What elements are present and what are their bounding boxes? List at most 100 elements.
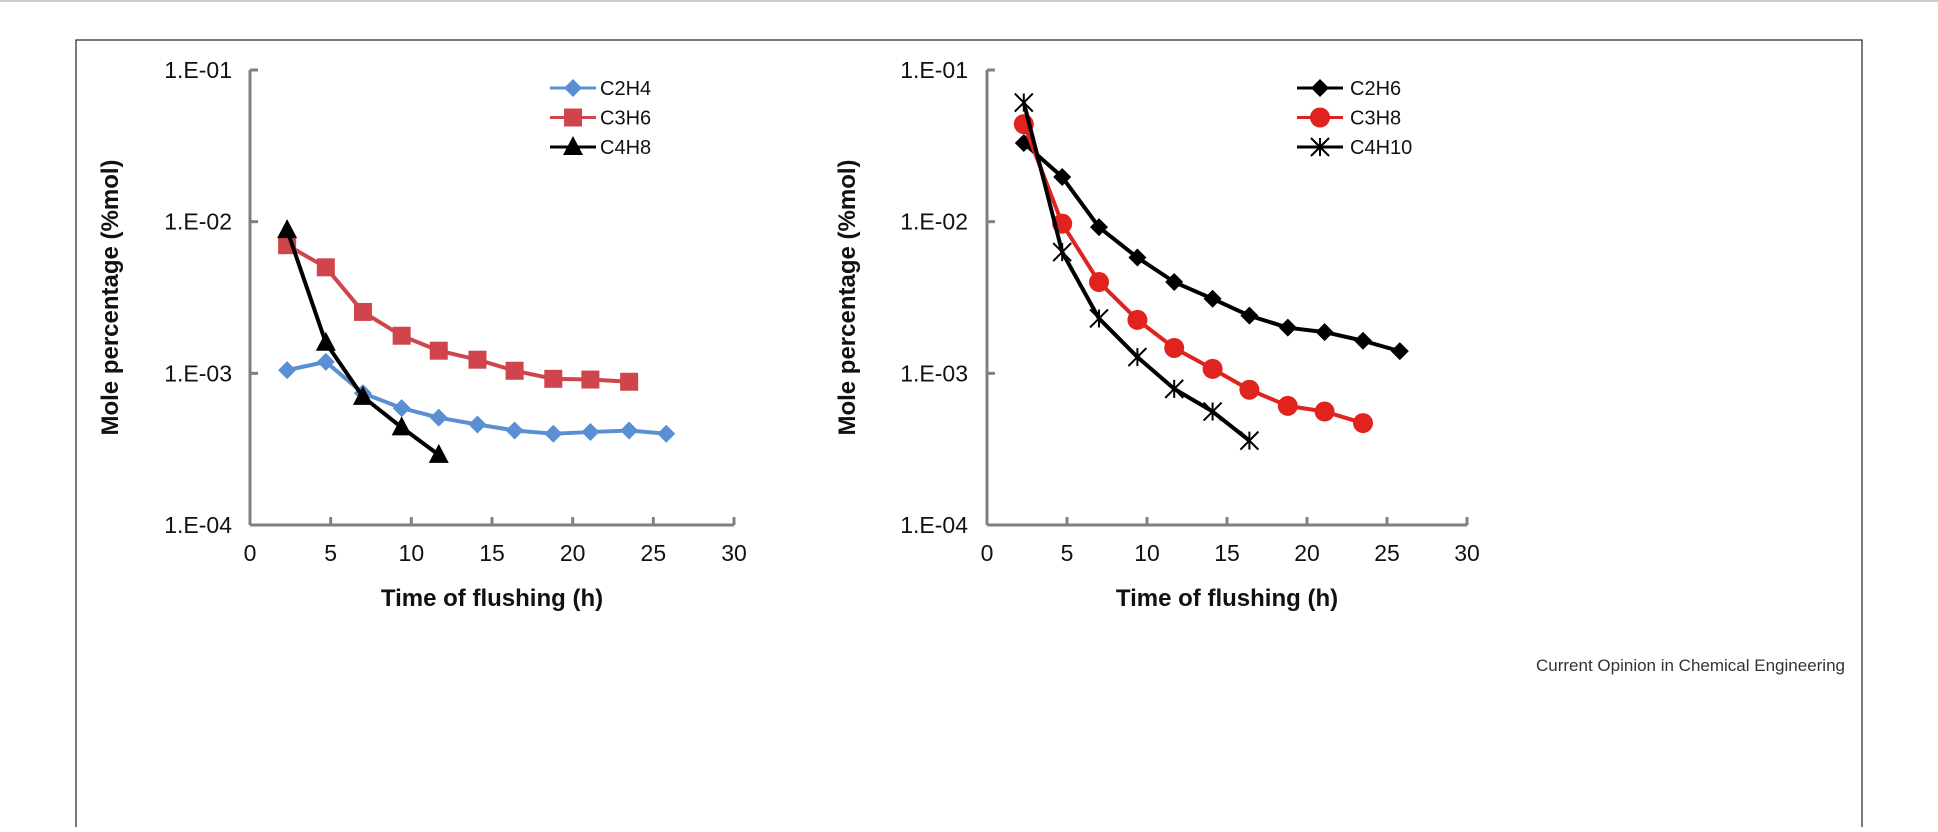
data-point — [581, 370, 600, 389]
data-point — [1053, 168, 1072, 187]
data-point — [1202, 358, 1223, 379]
x-tick-label: 30 — [721, 540, 747, 566]
data-point — [1315, 323, 1334, 342]
data-point — [316, 352, 335, 371]
data-point — [428, 443, 449, 463]
data-point — [1239, 430, 1260, 451]
data-point — [278, 361, 297, 380]
y-tick-label: 1.E-01 — [900, 57, 968, 83]
x-tick-label: 25 — [641, 540, 667, 566]
y-tick-label: 1.E-02 — [900, 209, 968, 235]
data-point — [352, 385, 373, 405]
data-point — [1164, 379, 1184, 399]
legend-marker — [564, 108, 582, 127]
x-tick-label: 10 — [1134, 540, 1160, 566]
data-point — [1277, 395, 1298, 416]
y-tick-label: 1.E-04 — [164, 512, 232, 538]
data-point — [505, 361, 524, 380]
legend-label: C2H6 — [1350, 78, 1401, 100]
x-tick-label: 20 — [1294, 540, 1320, 566]
x-tick-label: 20 — [560, 540, 586, 566]
x-tick-label: 25 — [1374, 540, 1400, 566]
data-point — [1203, 289, 1222, 308]
x-axis-title: Time of flushing (h) — [1116, 585, 1338, 612]
legend-marker — [563, 136, 583, 155]
y-tick-label: 1.E-02 — [164, 209, 232, 235]
data-point — [1314, 401, 1335, 422]
data-point — [1278, 318, 1297, 337]
data-point — [1390, 342, 1409, 361]
data-point — [429, 408, 448, 427]
x-tick-label: 0 — [981, 540, 994, 566]
series-c2h6 — [1014, 134, 1409, 361]
series-c2h4 — [278, 352, 676, 443]
legend-label: C3H8 — [1350, 108, 1401, 130]
data-point — [1089, 272, 1109, 293]
y-tick-label: 1.E-04 — [900, 512, 968, 538]
data-point — [1240, 306, 1259, 325]
series-line — [1021, 102, 1251, 443]
y-tick-label: 1.E-03 — [900, 360, 968, 386]
series-c3h6 — [278, 236, 639, 391]
series-c4h8 — [277, 219, 449, 463]
data-point — [657, 424, 676, 443]
data-point — [429, 341, 448, 360]
data-point — [1127, 347, 1148, 367]
x-tick-label: 15 — [1214, 540, 1240, 566]
data-point — [544, 369, 563, 388]
legend-label: C4H8 — [600, 137, 651, 159]
data-point — [392, 399, 411, 418]
data-point — [1014, 134, 1033, 153]
data-point — [468, 415, 487, 434]
series-c4h10 — [1014, 92, 1260, 451]
data-point — [505, 421, 524, 440]
data-point — [1128, 248, 1147, 267]
x-tick-label: 0 — [244, 540, 257, 566]
data-point — [1353, 413, 1373, 434]
x-tick-label: 10 — [399, 540, 425, 566]
legend-marker — [1310, 107, 1330, 128]
credit-text: Current Opinion in Chemical Engineering — [1536, 656, 1845, 675]
data-point — [1202, 401, 1223, 422]
legend-marker — [1311, 79, 1329, 97]
series-c3h8 — [1013, 114, 1373, 434]
data-point — [1052, 242, 1072, 262]
data-point — [392, 326, 411, 345]
legend-marker — [564, 79, 582, 97]
y-tick-label: 1.E-01 — [164, 57, 232, 83]
x-axis-title: Time of flushing (h) — [381, 585, 603, 612]
x-tick-label: 5 — [324, 540, 337, 566]
data-point — [1014, 92, 1034, 113]
legend-label: C4H10 — [1350, 137, 1412, 159]
series-line — [1022, 141, 1401, 354]
x-tick-label: 5 — [1061, 540, 1074, 566]
data-point — [1165, 273, 1184, 292]
data-point — [1239, 379, 1260, 400]
data-point — [315, 331, 336, 351]
series-line — [286, 243, 630, 384]
figure-frame — [75, 39, 1863, 832]
data-point — [1127, 309, 1148, 330]
data-point — [1354, 331, 1372, 350]
data-point — [1090, 218, 1108, 237]
x-tick-label: 15 — [479, 540, 505, 566]
data-point — [1164, 337, 1185, 358]
left-chart-panel: 1.E-04 1.E-03 1.E-02 1.E-01 0 5 10 15 20 25 30 Time… — [97, 57, 747, 612]
series-line — [1021, 123, 1364, 425]
legend-label: C2H4 — [600, 78, 651, 100]
data-point — [581, 423, 600, 442]
legend-marker — [1310, 137, 1330, 157]
data-point — [544, 424, 563, 443]
right-chart-panel: 1.E-04 1.E-03 1.E-02 1.E-01 0 5 10 15 20 25 30 Time… — [834, 57, 1480, 612]
data-point — [468, 350, 487, 369]
data-point — [277, 219, 298, 239]
legend-label: C3H6 — [600, 108, 651, 130]
x-tick-label: 30 — [1454, 540, 1480, 566]
data-point — [1089, 308, 1109, 329]
data-point — [620, 372, 639, 391]
y-axis-title: Mole percentage (%mol) — [834, 159, 861, 435]
y-tick-label: 1.E-03 — [164, 360, 232, 386]
data-point — [620, 421, 639, 440]
data-point — [391, 416, 412, 436]
